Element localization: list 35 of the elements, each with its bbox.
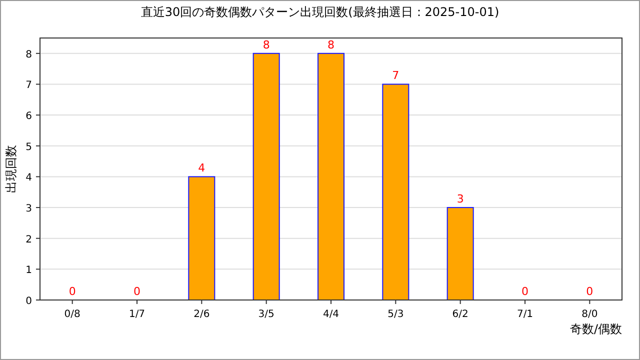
y-tick-label: 5 <box>26 142 32 153</box>
y-tick-label: 0 <box>26 296 32 307</box>
y-tick-label: 2 <box>26 234 32 246</box>
x-tick-label: 2/6 <box>194 309 210 320</box>
y-tick-label: 6 <box>26 111 32 122</box>
chart-title: 直近30回の奇数偶数パターン出現回数(最終抽選日：2025-10-01) <box>140 5 500 19</box>
x-axis-title: 奇数/偶数 <box>570 322 622 336</box>
x-tick-label: 5/3 <box>388 309 404 320</box>
y-tick-label: 1 <box>26 265 32 276</box>
x-tick-label: 0/8 <box>64 309 80 320</box>
data-label: 0 <box>134 285 140 298</box>
data-label: 0 <box>522 285 528 298</box>
x-tick-label: 1/7 <box>128 309 146 320</box>
bar <box>252 52 280 300</box>
data-label: 8 <box>262 38 270 52</box>
data-label: 7 <box>392 69 400 82</box>
bar <box>188 176 216 300</box>
data-label: 0 <box>586 285 594 298</box>
x-tick-label: 4/4 <box>322 309 340 320</box>
x-tick-label: 7/1 <box>516 309 534 320</box>
data-label: 8 <box>328 38 334 52</box>
bar <box>382 84 410 300</box>
x-tick-label: 6/2 <box>452 309 468 320</box>
bar <box>318 52 344 300</box>
data-label: 0 <box>68 285 76 298</box>
y-tick-label: 8 <box>26 49 32 60</box>
y-axis-title: 出現回数 <box>4 145 18 193</box>
data-label: 4 <box>198 162 206 175</box>
data-label: 3 <box>456 192 464 206</box>
bar <box>446 207 474 300</box>
x-tick-label: 3/5 <box>258 309 274 320</box>
x-tick-label: 8/0 <box>582 309 598 320</box>
y-tick-label: 7 <box>26 80 32 92</box>
y-tick-label: 3 <box>26 204 32 215</box>
y-tick-label: 4 <box>26 172 32 184</box>
